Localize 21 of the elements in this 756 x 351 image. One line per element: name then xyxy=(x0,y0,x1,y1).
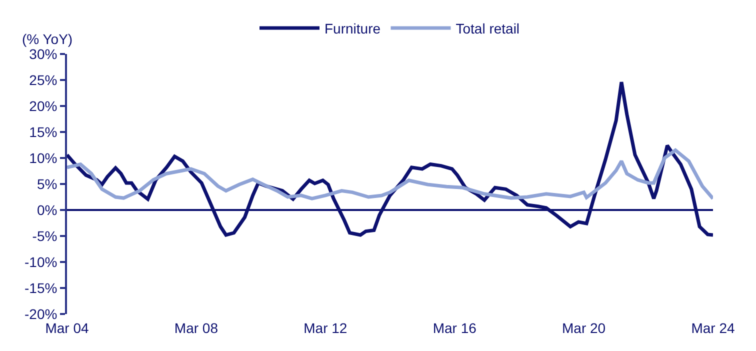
x-tick-label: Mar 20 xyxy=(562,320,606,336)
y-tick-label: 25% xyxy=(29,72,58,88)
y-tick-label: 5% xyxy=(36,176,58,192)
y-tick-label: -5% xyxy=(32,228,58,244)
x-tick-label: Mar 16 xyxy=(432,320,477,336)
x-tick-label: Mar 04 xyxy=(45,320,89,336)
y-tick-label: 20% xyxy=(29,98,58,114)
legend-label: Furniture xyxy=(324,20,381,36)
legend-label: Total retail xyxy=(456,20,520,36)
line-series xyxy=(67,148,713,200)
x-tick-label: Mar 24 xyxy=(691,320,735,336)
y-tick-label: -20% xyxy=(24,306,58,322)
y-tick-label: 15% xyxy=(29,124,58,140)
y-tick-label: 10% xyxy=(29,150,58,166)
x-tick-label: Mar 08 xyxy=(174,320,218,336)
y-tick-label: -10% xyxy=(24,254,58,270)
y-tick-label: -15% xyxy=(24,280,58,296)
y-axis-title: (% YoY) xyxy=(22,31,73,47)
y-tick-label: 30% xyxy=(29,46,58,62)
y-tick-label: 0% xyxy=(36,202,58,218)
x-tick-label: Mar 12 xyxy=(304,320,348,336)
